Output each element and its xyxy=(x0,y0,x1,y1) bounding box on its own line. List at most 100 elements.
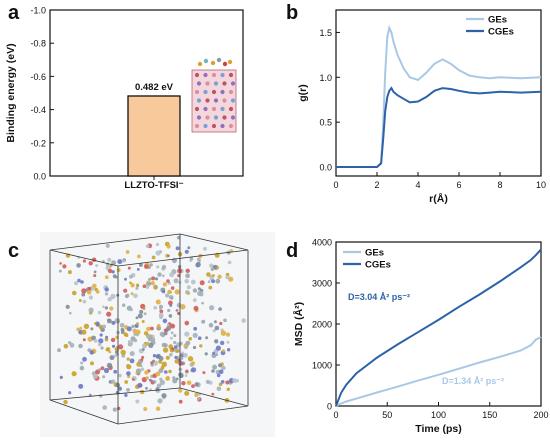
atom-dot xyxy=(184,374,188,377)
atom-dot xyxy=(178,372,184,378)
atom-dot xyxy=(174,355,178,360)
atom-dot xyxy=(170,286,175,290)
diffusion-annotation-ges: D=1.34 Å² ps⁻² xyxy=(442,376,504,386)
atom-dot xyxy=(173,334,177,338)
atom-dot xyxy=(175,246,180,251)
panel-label-b: b xyxy=(286,2,299,24)
atom-dot xyxy=(192,345,197,350)
atom-dot xyxy=(133,338,138,343)
atom-dot xyxy=(151,276,156,281)
atom-dot xyxy=(168,369,172,374)
atom-dot xyxy=(129,308,133,312)
atom-dot xyxy=(194,72,200,78)
atom-dot xyxy=(161,264,167,270)
atom-dot xyxy=(221,365,226,371)
atom-dot xyxy=(93,339,98,343)
atom-dot xyxy=(159,379,165,386)
atom-dot xyxy=(127,340,131,343)
atom-dot xyxy=(166,325,172,331)
atom-dot xyxy=(92,374,98,379)
atom-dot xyxy=(197,336,202,341)
atom-dot xyxy=(139,364,143,368)
atom-dot xyxy=(79,365,85,371)
atom-dot xyxy=(162,347,169,353)
atom-dot xyxy=(68,391,72,395)
molecule-atom xyxy=(203,58,209,64)
atom-dot xyxy=(228,276,234,282)
atom-dot xyxy=(159,331,165,337)
y-tick-label: -1.0 xyxy=(30,6,46,16)
atom-dot xyxy=(185,268,190,273)
atom-dot xyxy=(106,362,113,369)
atom-dot xyxy=(143,407,148,411)
atom-dot xyxy=(211,369,215,373)
atom-dot xyxy=(104,292,109,296)
atom-dot xyxy=(213,115,219,120)
atom-dot xyxy=(212,264,218,270)
atom-dot xyxy=(194,89,200,95)
atom-dot xyxy=(104,275,109,280)
atom-dot xyxy=(189,257,194,261)
y-tick-label: -0.2 xyxy=(30,138,46,148)
bar-llzto-tfsi xyxy=(127,95,181,177)
atom-dot xyxy=(139,360,143,364)
y-tick-label: -0.6 xyxy=(30,72,46,82)
atom-dot xyxy=(220,123,225,129)
atom-dot xyxy=(211,274,215,278)
atom-dot xyxy=(225,275,230,280)
atom-dot xyxy=(180,357,184,360)
atom-dot xyxy=(111,320,116,325)
atom-dot xyxy=(184,390,190,396)
atom-dot xyxy=(181,351,184,355)
atom-dot xyxy=(201,319,206,324)
atom-dot xyxy=(230,81,236,86)
atom-dot xyxy=(166,323,170,327)
atom-dot xyxy=(133,293,138,299)
atom-dot xyxy=(91,335,96,341)
atom-dot xyxy=(227,260,232,265)
legend-label-cges: CGEs xyxy=(488,27,514,38)
x-tick-label: 10 xyxy=(536,180,546,190)
atom-dot xyxy=(102,324,106,329)
atom-dot xyxy=(90,327,94,331)
y-tick-label: 4000 xyxy=(312,238,332,248)
atom-dot xyxy=(166,279,170,283)
atom-dot xyxy=(126,388,130,392)
y-tick-label: 2000 xyxy=(312,320,332,330)
atom-dot xyxy=(112,344,116,348)
atom-dot xyxy=(190,279,196,285)
atom-dot xyxy=(129,358,135,364)
atom-dot xyxy=(135,399,140,404)
atom-dot xyxy=(159,377,163,381)
atom-dot xyxy=(100,366,105,371)
atom-dot xyxy=(160,365,165,370)
atom-dot xyxy=(149,378,152,382)
atom-dot xyxy=(196,115,202,120)
atom-dot xyxy=(215,345,221,351)
atom-dot xyxy=(136,333,139,337)
atom-dot xyxy=(195,262,201,267)
atom-dot xyxy=(174,359,179,364)
atom-dot xyxy=(108,350,112,354)
atom-dot xyxy=(130,292,134,296)
atom-dot xyxy=(124,294,129,299)
atom-dot xyxy=(208,322,214,328)
atom-dot xyxy=(226,348,231,352)
y-tick-label: 0.0 xyxy=(33,172,46,182)
atom-dot xyxy=(156,383,162,389)
atom-dot xyxy=(116,268,121,272)
atom-dot xyxy=(136,283,140,287)
atom-dot xyxy=(118,373,122,378)
atom-dot xyxy=(228,123,234,129)
atom-dot xyxy=(162,274,165,278)
box-edge xyxy=(117,405,249,425)
molecule-atom xyxy=(197,61,203,67)
atom-dot xyxy=(194,123,200,129)
atom-dot xyxy=(107,318,112,324)
atom-dot xyxy=(159,309,164,314)
y-tick-label: 0 xyxy=(327,402,332,412)
atom-dot xyxy=(71,371,77,377)
atom-dot xyxy=(82,338,86,342)
atom-dot xyxy=(207,280,211,284)
x-tick-label: 50 xyxy=(382,410,392,420)
